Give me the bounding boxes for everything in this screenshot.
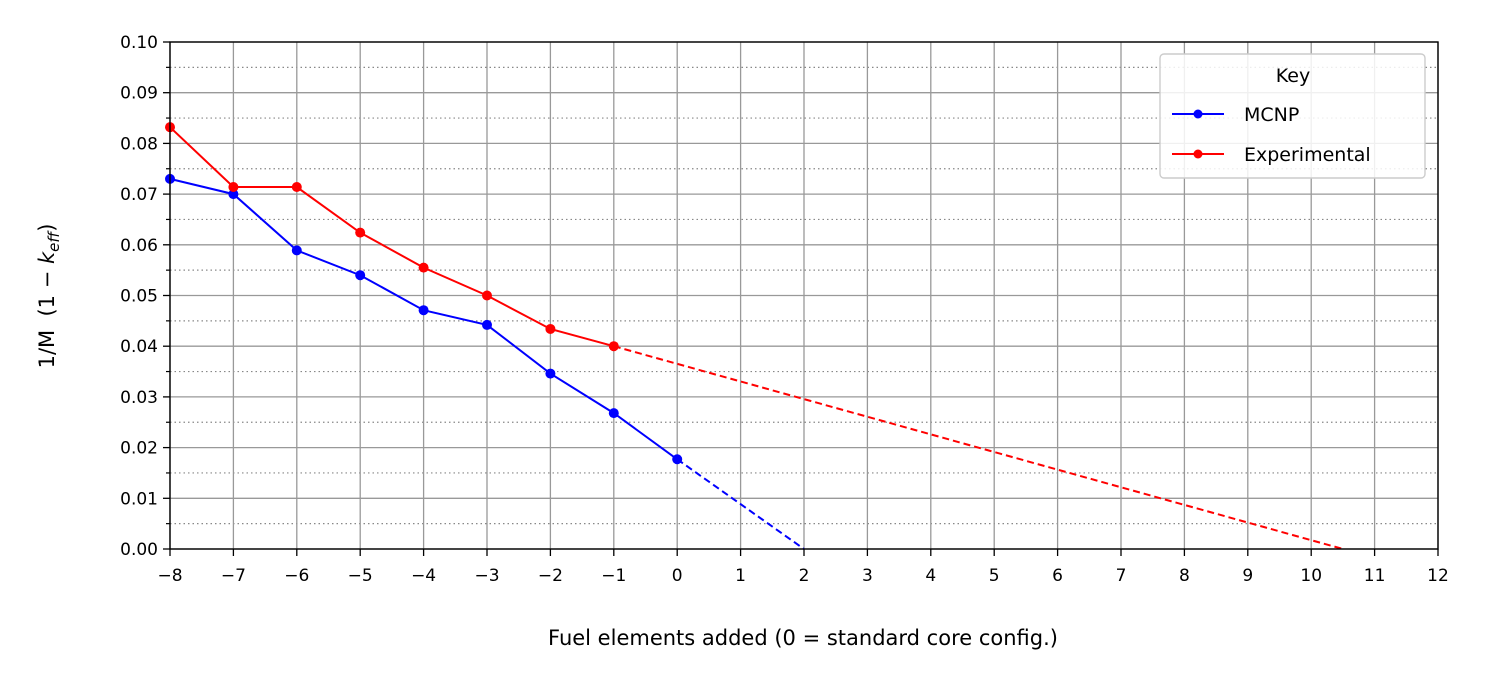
x-tick-label: 0: [672, 566, 683, 586]
data-point-mcnp: [545, 368, 556, 379]
legend-experimental-label: Experimental: [1244, 144, 1371, 166]
x-tick-label: 4: [925, 566, 936, 586]
x-tick-label: −5: [348, 566, 373, 586]
y-tick-label: 0.08: [120, 134, 158, 154]
y-tick-label: 0.04: [120, 337, 158, 357]
x-tick-label: −8: [157, 566, 182, 586]
y-tick-label: 0.09: [120, 84, 158, 104]
data-point-experimental: [482, 290, 492, 301]
tick-layer: −8 −7 −6 −5 −4 −3 −2 −1 0 1 2 3 4 5 6 7 8 9 10 11 120.000.01…: [120, 33, 1449, 586]
y-axis-title-sub: eff: [45, 230, 63, 252]
y-tick-label: 0.10: [120, 33, 158, 53]
legend-mcnp-label: MCNP: [1244, 104, 1299, 126]
legend-title: Key: [1276, 65, 1310, 87]
x-tick-label: 5: [989, 566, 1000, 586]
data-point-mcnp: [672, 454, 683, 465]
legend-box: [1159, 53, 1426, 179]
x-tick-label: −7: [221, 566, 246, 586]
y-axis-title: 1/M (1 − keff): [35, 224, 63, 369]
x-tick-label: −3: [474, 566, 499, 586]
data-point-mcnp: [291, 245, 302, 256]
series-extrapolation-experimental: [613, 345, 1344, 550]
data-point-experimental: [608, 341, 619, 352]
data-point-experimental: [355, 227, 366, 238]
y-tick-label: 0.06: [120, 236, 158, 256]
y-tick-label: 0.05: [120, 287, 158, 307]
y-tick-label: 0.03: [120, 388, 158, 408]
x-tick-label: 11: [1364, 566, 1386, 586]
legend-experimental-marker: [1193, 149, 1203, 159]
legend: Key MCNP Experimental: [1159, 53, 1426, 179]
y-tick-label: 0.01: [120, 489, 158, 509]
y-axis-title-close: ): [35, 224, 59, 232]
data-point-experimental: [291, 182, 302, 193]
x-tick-label: 8: [1179, 566, 1190, 586]
series-line-experimental: [169, 126, 615, 348]
x-tick-label: 12: [1427, 566, 1449, 586]
data-point-experimental: [545, 323, 556, 334]
data-point-mcnp: [608, 408, 619, 419]
x-tick-label: 6: [1052, 566, 1063, 586]
x-tick-label: −4: [411, 566, 436, 586]
y-axis-title-k: k: [35, 251, 59, 264]
data-point-mcnp: [482, 319, 492, 330]
y-axis-title-main: 1/M (1 −: [35, 264, 59, 368]
y-tick-label: 0.00: [120, 540, 158, 560]
x-tick-label: 7: [1116, 566, 1127, 586]
data-point-mcnp: [228, 189, 239, 200]
x-tick-label: −6: [284, 566, 309, 586]
y-tick-label: 0.07: [120, 185, 158, 205]
x-tick-label: 10: [1300, 566, 1322, 586]
y-tick-label: 0.02: [120, 439, 158, 459]
data-point-mcnp: [355, 270, 366, 281]
x-tick-label: 3: [862, 566, 873, 586]
series-layer: [165, 122, 1344, 550]
data-point-mcnp: [418, 305, 429, 316]
x-tick-label: 2: [799, 566, 810, 586]
x-tick-label: 1: [735, 566, 746, 586]
x-axis-title: Fuel elements added (0 = standard core c…: [548, 626, 1058, 650]
data-point-experimental: [228, 182, 239, 193]
x-tick-label: −1: [601, 566, 626, 586]
x-tick-label: 9: [1242, 566, 1253, 586]
data-point-experimental: [418, 262, 429, 273]
x-tick-label: −2: [538, 566, 563, 586]
legend-mcnp-marker: [1193, 109, 1203, 119]
series-extrapolation-mcnp: [676, 458, 805, 550]
